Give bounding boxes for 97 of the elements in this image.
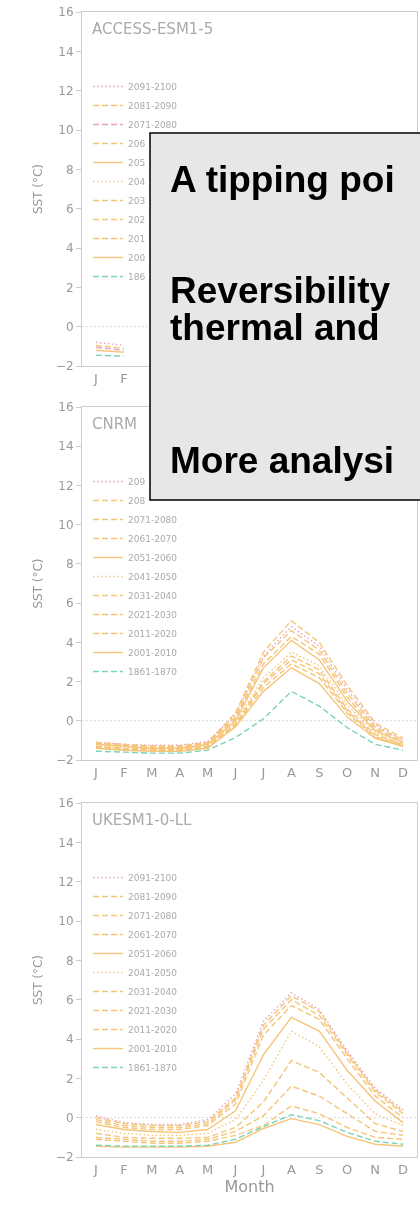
legend-label: 202 [128,215,146,226]
y-tick-label: 2 [65,674,74,689]
y-tick-label: 4 [65,635,74,650]
y-tick-label: −2 [55,359,74,374]
x-tick-label: J [232,764,238,780]
x-tick-label: A [175,764,185,780]
x-tick-label: F [120,764,128,780]
y-tick-label: 14 [58,835,74,850]
legend-label: 2081-2090 [128,101,178,112]
y-tick-label: −2 [55,1150,74,1165]
y-tick-label: 12 [58,83,74,98]
y-tick-label: 4 [65,1032,74,1047]
x-tick-label: F [120,1161,128,1177]
legend-label: 2081-2090 [128,892,178,903]
y-tick-label: 2 [65,1071,74,1086]
y-tick-label: 0 [65,1110,74,1125]
y-tick-label: 12 [58,478,74,493]
x-tick-label: M [146,1161,158,1177]
y-tick-label: −2 [55,753,74,768]
legend-label: 1861-1870 [128,667,178,678]
legend-label: 2021-2030 [128,1006,178,1017]
text: ACCESS-ESM1-5 [92,20,214,38]
x-tick-label: J [232,1161,238,1177]
legend-label: 2061-2070 [128,930,178,941]
y-tick-label: 8 [65,953,74,968]
legend-label: 2091-2100 [128,873,178,884]
legend-label: 2071-2080 [128,911,178,922]
legend-label: 2001-2010 [128,1044,178,1055]
y-tick-label: 12 [58,874,74,889]
x-tick-label: M [202,1161,214,1177]
x-tick-label: D [398,1161,409,1177]
text: UKESM1-0-LL [92,811,193,829]
y-tick-label: 10 [58,123,74,138]
y-tick-label: 16 [58,400,74,415]
y-tick-label: 6 [65,596,74,611]
x-tick-label: S [315,764,324,780]
legend-label: 2021-2030 [128,610,178,621]
legend-label: 2011-2020 [128,629,178,640]
legend-label: 186 [128,272,146,283]
legend-label: 206 [128,139,146,150]
legend-label: 2011-2020 [128,1025,178,1036]
x-tick-label: M [202,764,214,780]
y-tick-label: 16 [58,5,74,20]
legend-label: 204 [128,177,146,188]
x-tick-label: J [260,764,266,780]
x-tick-label: J [93,1161,98,1177]
legend-label: 205 [128,158,146,169]
x-tick-label: S [315,1161,324,1177]
legend-label: 2061-2070 [128,534,178,545]
legend-label: 200 [128,253,146,264]
y-tick-label: 4 [65,241,74,256]
annotation: More analysi [170,440,395,481]
legend-label: 2051-2060 [128,553,178,564]
legend-label: 2071-2080 [128,120,178,131]
y-tick-label: 16 [58,796,74,811]
legend-label: 2091-2100 [128,82,178,93]
x-tick-label: A [286,764,296,780]
y-tick-label: 2 [65,280,74,295]
x-tick-label: O [342,764,353,780]
legend-label: 2031-2040 [128,987,178,998]
y-tick-label: 6 [65,992,74,1007]
y-axis-title: SST (°C) [31,954,46,1006]
y-tick-label: 8 [65,557,74,572]
legend-label: 208 [128,496,146,507]
y-tick-label: 0 [65,319,74,334]
y-tick-label: 10 [58,914,74,929]
y-axis-title: SST (°C) [31,558,46,609]
legend-label: 2051-2060 [128,949,178,960]
text: CNRM [92,415,138,433]
legend-label: 2041-2050 [128,572,178,583]
x-tick-label: N [370,1161,380,1177]
x-axis-title: Month [224,1176,275,1196]
legend-label: 203 [128,196,146,207]
y-axis-title: SST (°C) [31,163,46,215]
x-tick-label: F [120,370,128,386]
x-tick-label: J [93,370,98,386]
x-tick-label: D [398,764,409,780]
legend-label: 201 [128,234,146,245]
y-tick-label: 0 [65,713,74,728]
x-tick-label: A [175,1161,185,1177]
legend-label: 209 [128,477,146,488]
y-tick-label: 6 [65,201,74,216]
y-tick-label: 14 [58,439,74,454]
y-tick-label: 8 [65,162,74,177]
legend-label: 1861-1870 [128,1063,178,1074]
legend-label: 2031-2040 [128,591,178,602]
legend-label: 2071-2080 [128,515,178,526]
x-tick-label: N [370,764,380,780]
x-tick-label: A [286,1161,296,1177]
x-tick-label: J [93,764,98,780]
y-tick-label: 10 [58,517,74,532]
legend-label: 2001-2010 [128,648,178,659]
legend-label: 2041-2050 [128,968,178,979]
y-tick-label: 14 [58,44,74,59]
x-tick-label: O [342,1161,353,1177]
x-tick-label: J [260,1161,266,1177]
x-tick-label: M [146,764,158,780]
